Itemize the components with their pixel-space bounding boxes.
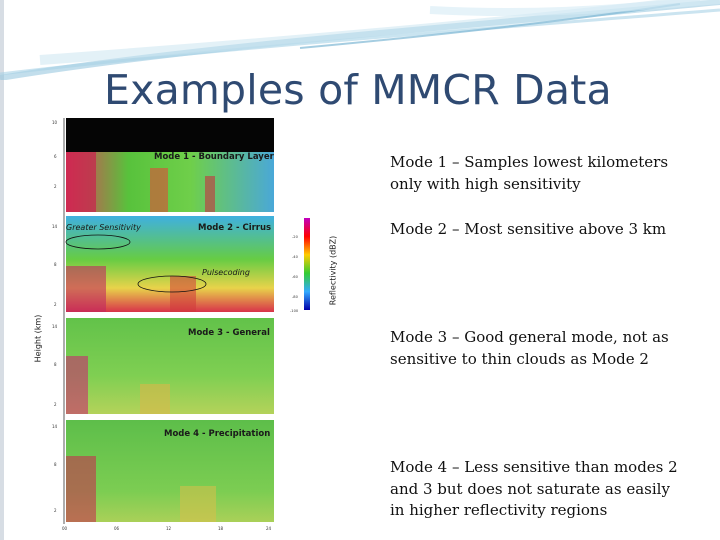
- svg-text:2: 2: [54, 508, 57, 513]
- left-edge-decoration: [0, 0, 4, 540]
- svg-text:06: 06: [114, 526, 120, 531]
- mode-4-description: Mode 4 – Less sensitive than modes 2 and…: [390, 458, 678, 519]
- svg-text:6: 6: [54, 154, 57, 159]
- svg-text:-80: -80: [292, 295, 299, 299]
- svg-text:8: 8: [54, 462, 57, 467]
- svg-text:8: 8: [54, 262, 57, 267]
- header-swoosh-decoration: [0, 0, 720, 80]
- svg-text:14: 14: [52, 324, 58, 329]
- svg-text:12: 12: [166, 526, 172, 531]
- panel-3-label: Mode 3 - General: [188, 328, 270, 338]
- panel-1-label: Mode 1 - Boundary Layer: [154, 152, 274, 162]
- slide-title: Examples of MMCR Data: [104, 66, 612, 114]
- panel-2-note-sensitivity: Greater Sensitivity: [66, 223, 141, 232]
- colorbar-label: Reflectivity (dBZ): [328, 235, 338, 306]
- svg-text:2: 2: [54, 402, 57, 407]
- svg-text:-20: -20: [292, 235, 299, 239]
- svg-text:-100: -100: [290, 309, 299, 313]
- svg-text:8: 8: [54, 362, 57, 367]
- svg-text:18: 18: [218, 526, 224, 531]
- mode-2-description: Mode 2 – Most sensitive above 3 km: [390, 220, 667, 238]
- svg-text:-60: -60: [292, 275, 299, 279]
- svg-text:2: 2: [54, 302, 57, 307]
- svg-text:14: 14: [52, 224, 58, 229]
- svg-text:2: 2: [54, 184, 57, 189]
- mmcr-radar-image: 10 6 2 14 8 2 14 8 2 14 8 2 00 06 12 18 24 -20 -40 -60…: [52, 118, 310, 531]
- panel-2-note-pulsecoding: Pulsecoding: [202, 268, 250, 277]
- svg-text:24: 24: [266, 526, 272, 531]
- mmcr-figure: 10 6 2 14 8 2 14 8 2 14 8 2 00 06 12 18 24 -20 -40 -60…: [30, 116, 342, 532]
- panel-2-label: Mode 2 - Cirrus: [198, 223, 272, 233]
- svg-text:-40: -40: [292, 255, 299, 259]
- mode-descriptions: Mode 1 – Samples lowest kilometers only …: [390, 0, 690, 540]
- mode-3-description: Mode 3 – Good general mode, not as sensi…: [390, 328, 669, 368]
- svg-text:14: 14: [52, 424, 58, 429]
- svg-text:00: 00: [62, 526, 68, 531]
- mode-1-description: Mode 1 – Samples lowest kilometers only …: [390, 153, 669, 193]
- y-axis-label: Height (km): [33, 314, 43, 363]
- panel-4-label: Mode 4 - Precipitation: [164, 429, 271, 439]
- svg-text:10: 10: [52, 120, 58, 125]
